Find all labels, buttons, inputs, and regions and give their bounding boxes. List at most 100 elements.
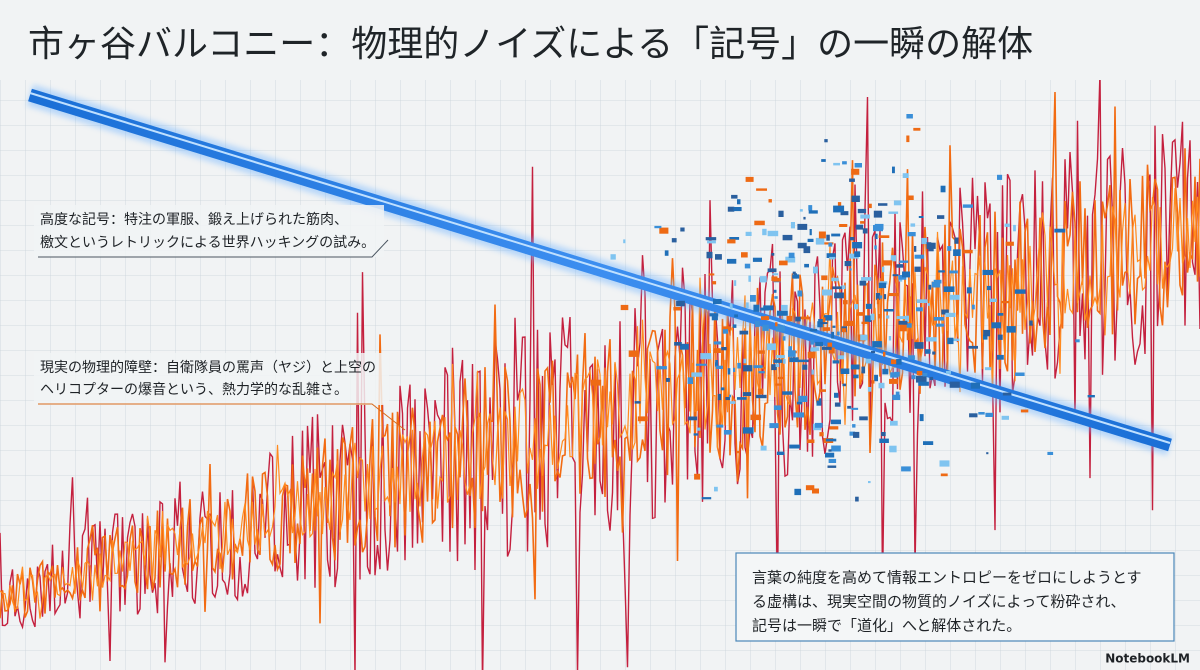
fragment	[779, 260, 788, 266]
fragment	[853, 374, 859, 379]
fragment	[903, 323, 912, 328]
fragment	[717, 393, 722, 401]
fragment	[829, 426, 839, 430]
fragment	[795, 316, 801, 322]
fragment	[807, 351, 816, 359]
fragment	[1002, 392, 1012, 396]
fragment	[1054, 228, 1066, 233]
fragment	[720, 387, 725, 391]
leader-line	[38, 403, 406, 431]
fragment	[914, 246, 917, 252]
fragment	[871, 351, 875, 354]
fragment	[851, 407, 859, 410]
fragment	[695, 363, 707, 366]
fragment	[730, 401, 736, 404]
fragment	[844, 320, 855, 326]
fragment	[916, 370, 923, 376]
fragment	[693, 433, 699, 436]
fragment	[732, 324, 737, 328]
fragment	[758, 371, 765, 374]
fragment	[750, 295, 756, 302]
fragment	[804, 263, 809, 268]
fragment	[851, 195, 860, 202]
fragment	[902, 173, 909, 178]
fragment	[831, 445, 841, 452]
fragment	[821, 346, 832, 350]
fragment	[860, 221, 865, 224]
fragment	[907, 232, 916, 237]
fragment	[797, 290, 803, 297]
fragment	[729, 303, 733, 309]
conclusion-box	[735, 552, 1175, 642]
fragment	[890, 255, 897, 262]
fragment	[888, 336, 892, 341]
fragment	[1004, 223, 1010, 227]
fragment	[822, 327, 830, 331]
fragment	[882, 260, 893, 266]
fragment	[849, 253, 859, 259]
fragment	[883, 294, 887, 300]
fragment	[983, 329, 991, 337]
fragment	[878, 314, 882, 319]
fragment	[913, 127, 921, 131]
fragment	[766, 343, 776, 351]
fragment	[688, 416, 698, 421]
fragments	[590, 114, 1095, 502]
fragment	[828, 242, 833, 247]
fragment	[628, 350, 640, 357]
fragment	[879, 295, 883, 299]
fragment	[936, 323, 944, 327]
fragment	[733, 207, 742, 212]
fragment	[859, 280, 867, 286]
fragment	[737, 199, 741, 205]
fragment	[914, 266, 921, 272]
fragment	[852, 424, 856, 428]
fragment	[1006, 326, 1016, 333]
fragment	[755, 321, 760, 327]
fragment	[831, 233, 841, 237]
fragment	[680, 227, 685, 232]
fragment	[947, 337, 954, 345]
fragment	[773, 405, 782, 410]
fragment	[850, 364, 860, 370]
fragment	[847, 405, 852, 409]
fragment	[1020, 409, 1029, 413]
fragment	[870, 313, 875, 321]
fragment	[803, 246, 811, 254]
fragment	[889, 445, 897, 453]
fragment	[833, 162, 840, 166]
fragment	[945, 312, 956, 317]
fragment	[727, 258, 737, 264]
fragment	[962, 204, 973, 208]
fragment	[687, 377, 694, 384]
fragment	[791, 255, 794, 262]
fragment	[954, 237, 959, 244]
fragment	[725, 397, 731, 401]
fragment	[748, 275, 751, 282]
fragment	[664, 250, 669, 256]
fragment	[826, 253, 836, 258]
fragment	[666, 378, 670, 382]
fragment	[861, 277, 872, 281]
fragment	[826, 234, 830, 241]
fragment	[807, 238, 814, 242]
noise-trace	[0, 91, 1200, 624]
fragment	[844, 261, 852, 267]
fragment	[713, 341, 722, 345]
fragment	[925, 337, 937, 342]
conclusion-line: る虚構は、現実空間の物質的ノイズによって粉砕され、	[752, 593, 1126, 611]
fragment	[822, 289, 833, 296]
fragment	[832, 286, 842, 290]
fragment	[860, 214, 870, 219]
fragment	[871, 380, 875, 384]
fragment	[811, 369, 814, 375]
fragment	[983, 334, 988, 340]
fragment	[789, 444, 800, 449]
fragment	[823, 315, 833, 321]
fragment	[800, 316, 810, 320]
fragment	[756, 188, 767, 191]
fragment	[849, 178, 855, 182]
fragment	[850, 237, 855, 241]
fragment	[822, 317, 826, 323]
fragment	[714, 486, 718, 492]
